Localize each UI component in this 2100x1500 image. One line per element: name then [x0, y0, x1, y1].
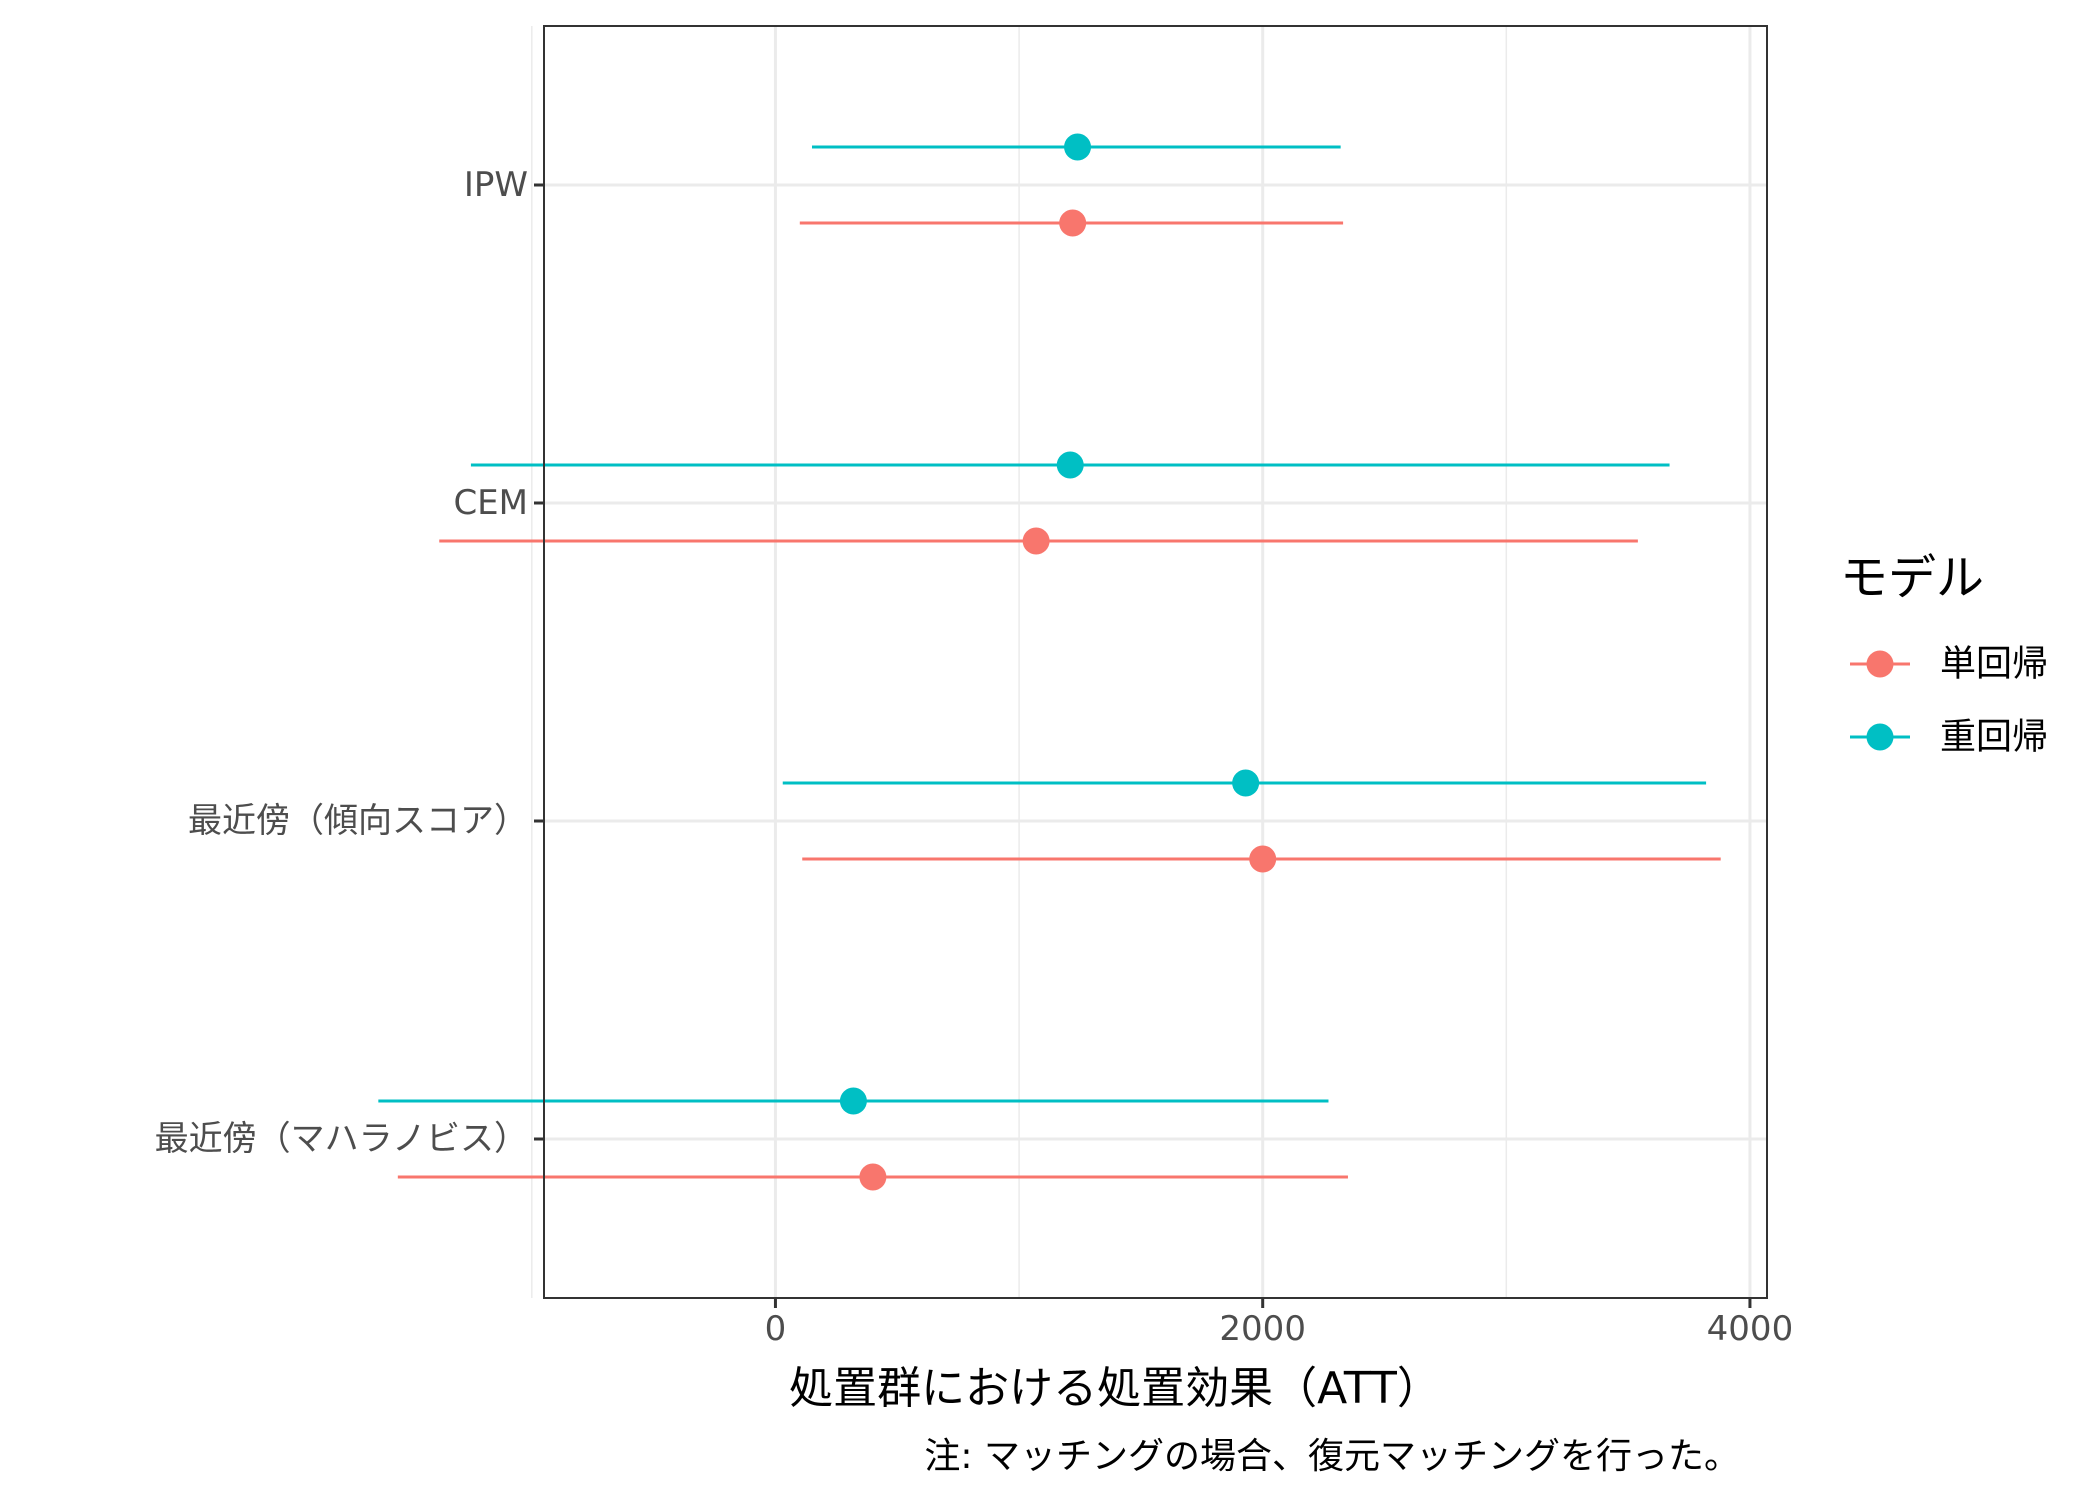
- point-estimate: [1064, 133, 1092, 161]
- grid-layer: [531, 26, 1767, 1298]
- legend-key-point: [1866, 650, 1894, 678]
- caption: 注: マッチングの場合、復元マッチングを行った。: [924, 1436, 1740, 1477]
- point-estimate: [859, 1163, 887, 1191]
- y-tick-label: 最近傍（傾向スコア）: [188, 801, 528, 841]
- x-axis-title: 処置群における処置効果（ATT）: [789, 1363, 1441, 1414]
- panel-border: [543, 25, 1768, 1299]
- legend-label: 単回帰: [1940, 644, 2048, 685]
- point-estimate: [1249, 845, 1277, 873]
- axes-layer: IPW CEM 最近傍（傾向スコア） 最近傍（マハラノビス） 0 2000 4000: [155, 165, 1794, 1349]
- x-tick-label: 4000: [1707, 1309, 1794, 1349]
- x-tick-label: 2000: [1219, 1309, 1306, 1349]
- panel-background: [544, 26, 1767, 1298]
- y-tick-label: IPW: [464, 165, 528, 205]
- marks-layer: [378, 133, 1721, 1191]
- legend-label: 重回帰: [1940, 717, 2048, 758]
- legend-key-point: [1866, 723, 1894, 751]
- point-estimate: [1232, 769, 1260, 797]
- point-estimate: [1022, 527, 1050, 555]
- point-estimate: [1059, 209, 1087, 237]
- point-estimate: [1056, 451, 1084, 479]
- point-estimate: [839, 1087, 867, 1115]
- x-tick-label: 0: [765, 1309, 787, 1349]
- legend-title: モデル: [1840, 550, 1984, 606]
- y-tick-label: CEM: [453, 483, 528, 523]
- y-tick-label: 最近傍（マハラノビス）: [155, 1119, 528, 1159]
